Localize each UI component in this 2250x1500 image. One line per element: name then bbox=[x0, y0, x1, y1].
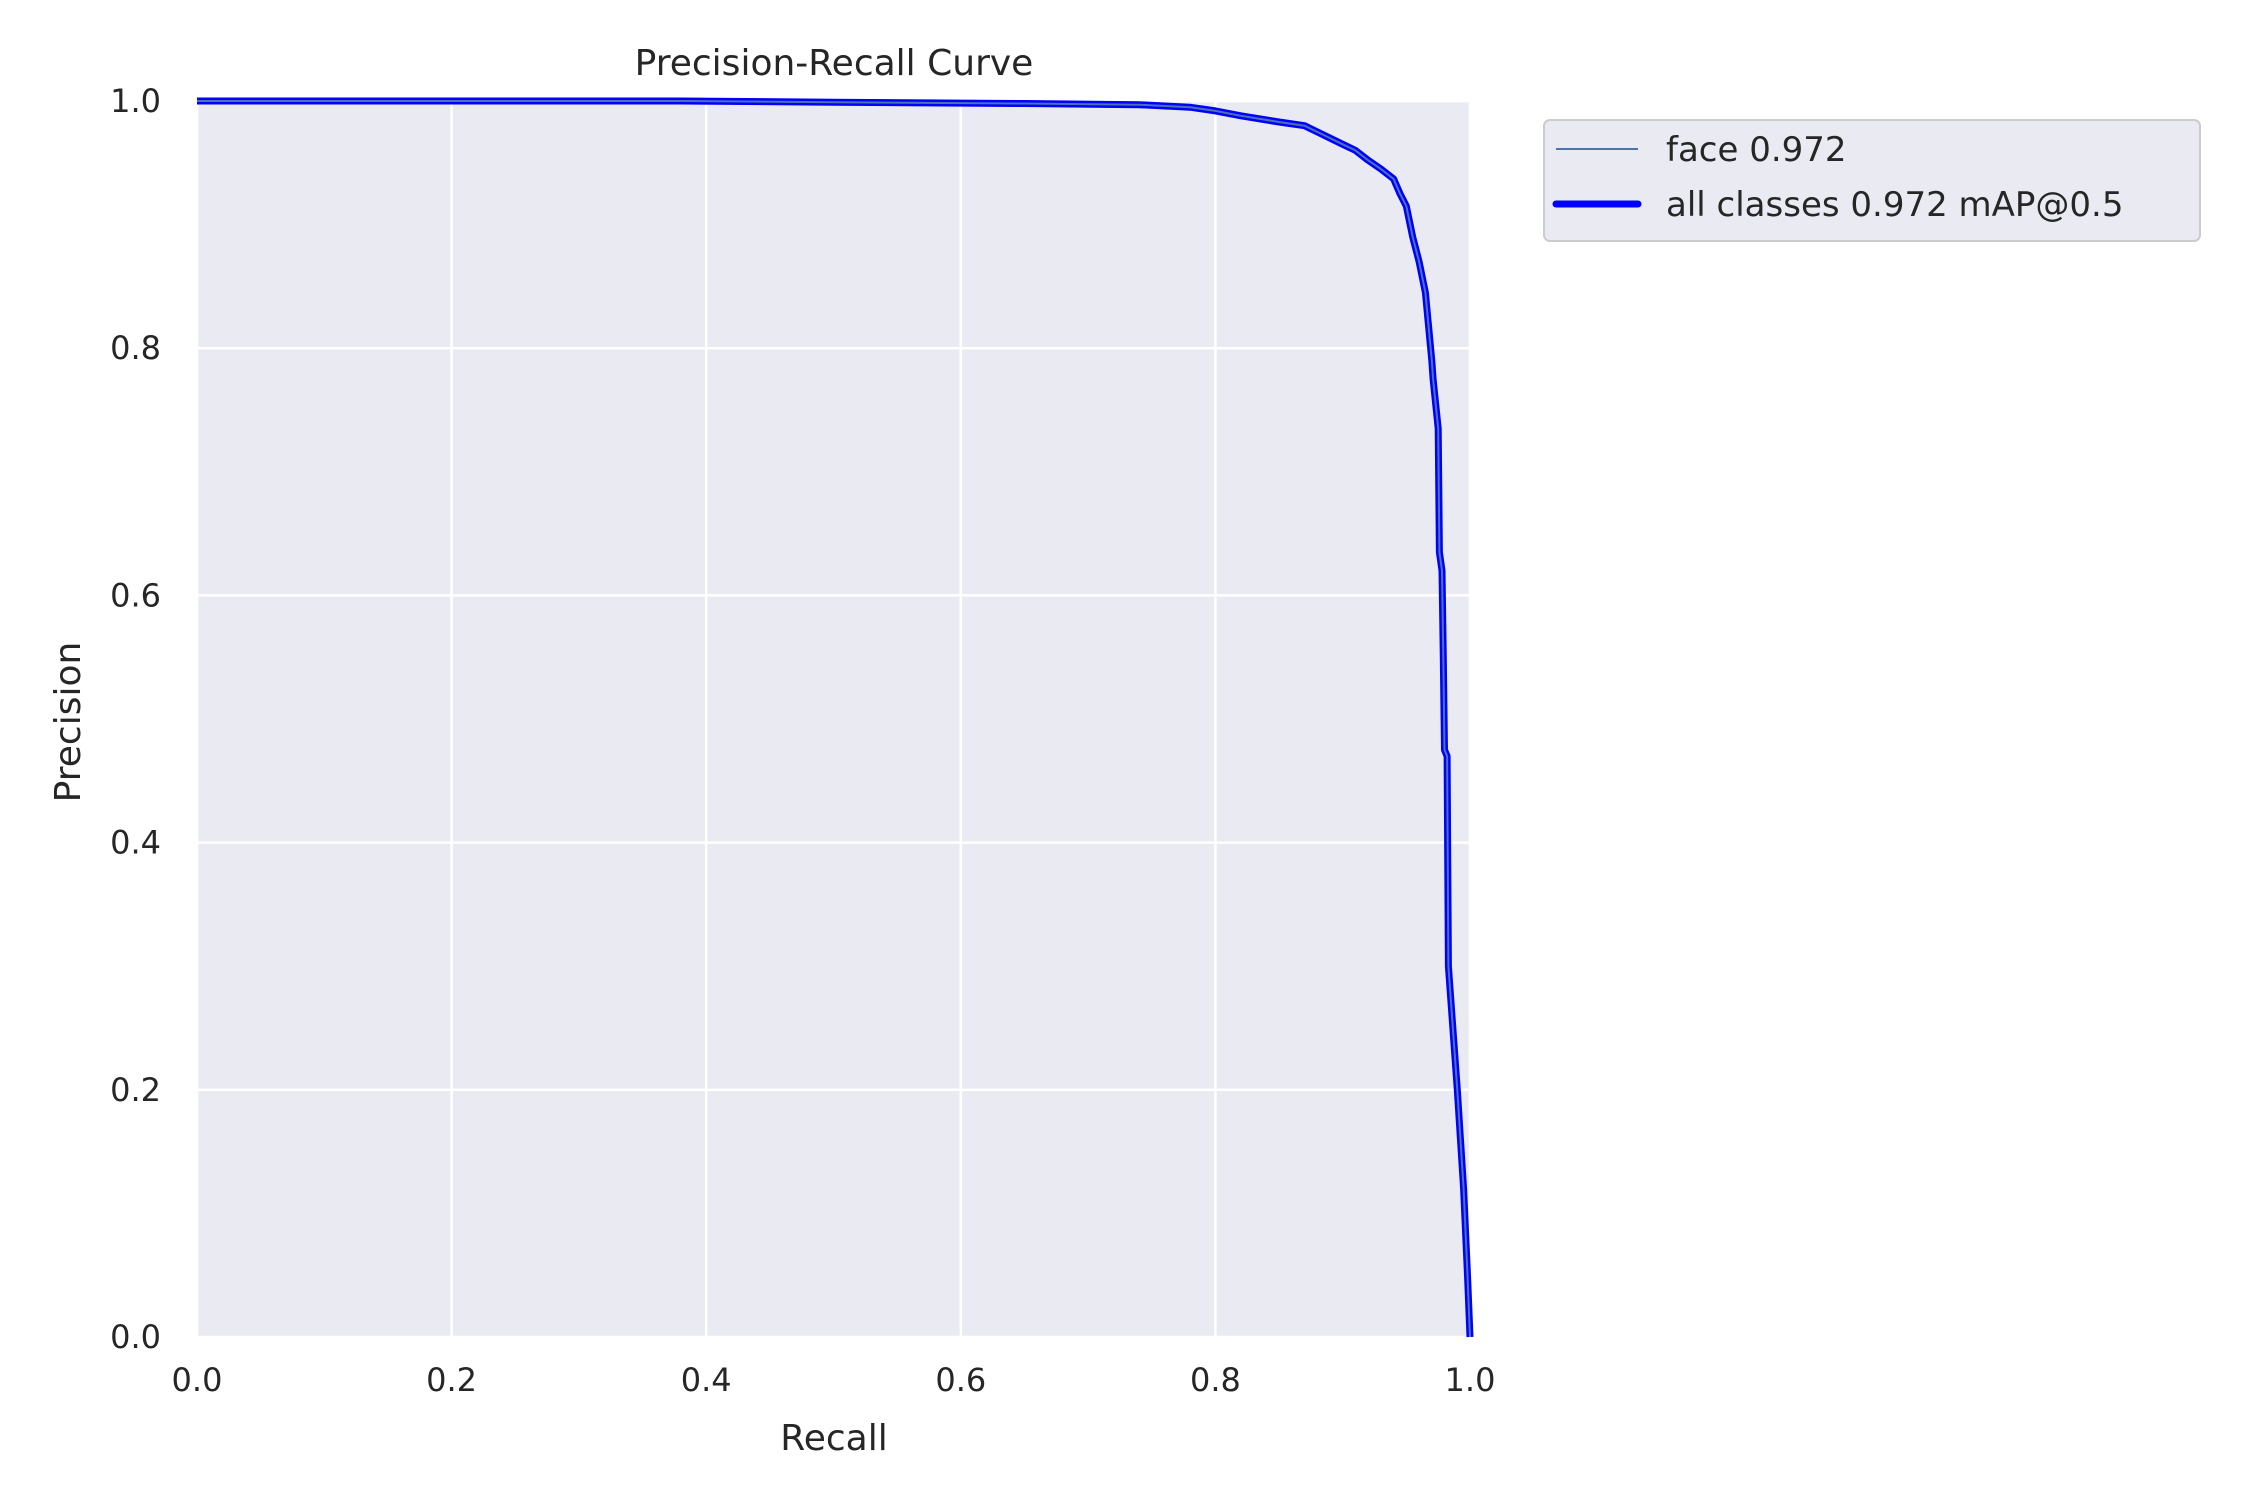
y-tick-label: 0.6 bbox=[110, 576, 161, 614]
plot-background bbox=[197, 101, 1470, 1337]
y-tick-label: 0.8 bbox=[110, 329, 161, 367]
legend-box bbox=[1543, 119, 2201, 242]
legend-label-face: face 0.972 bbox=[1666, 130, 1847, 170]
series-line-face bbox=[197, 100, 1471, 1338]
y-tick-label: 1.0 bbox=[110, 82, 161, 120]
legend: face 0.972 all classes 0.972 mAP@0.5 bbox=[1543, 119, 2201, 242]
x-tick-label: 0.8 bbox=[1190, 1361, 1241, 1399]
y-tick-label: 0.0 bbox=[110, 1318, 161, 1356]
tick-labels: 0.0 0.2 0.4 0.6 0.8 1.0 0.0 0.2 0.4 0.6 0.8 1.0 bbox=[110, 82, 1495, 1399]
y-tick-label: 0.4 bbox=[110, 824, 161, 862]
legend-label-all-classes: all classes 0.972 mAP@0.5 bbox=[1666, 185, 2123, 225]
x-tick-label: 0.2 bbox=[426, 1361, 477, 1399]
y-axis-label: Precision bbox=[48, 642, 89, 803]
x-tick-label: 0.4 bbox=[681, 1361, 732, 1399]
y-tick-label: 0.2 bbox=[110, 1071, 161, 1109]
x-tick-label: 0.6 bbox=[935, 1361, 986, 1399]
x-tick-label: 0.0 bbox=[172, 1361, 223, 1399]
chart-title: Precision-Recall Curve bbox=[635, 43, 1034, 84]
x-tick-label: 1.0 bbox=[1445, 1361, 1496, 1399]
series-lines bbox=[197, 97, 1474, 1338]
x-axis-label: Recall bbox=[780, 1418, 887, 1459]
